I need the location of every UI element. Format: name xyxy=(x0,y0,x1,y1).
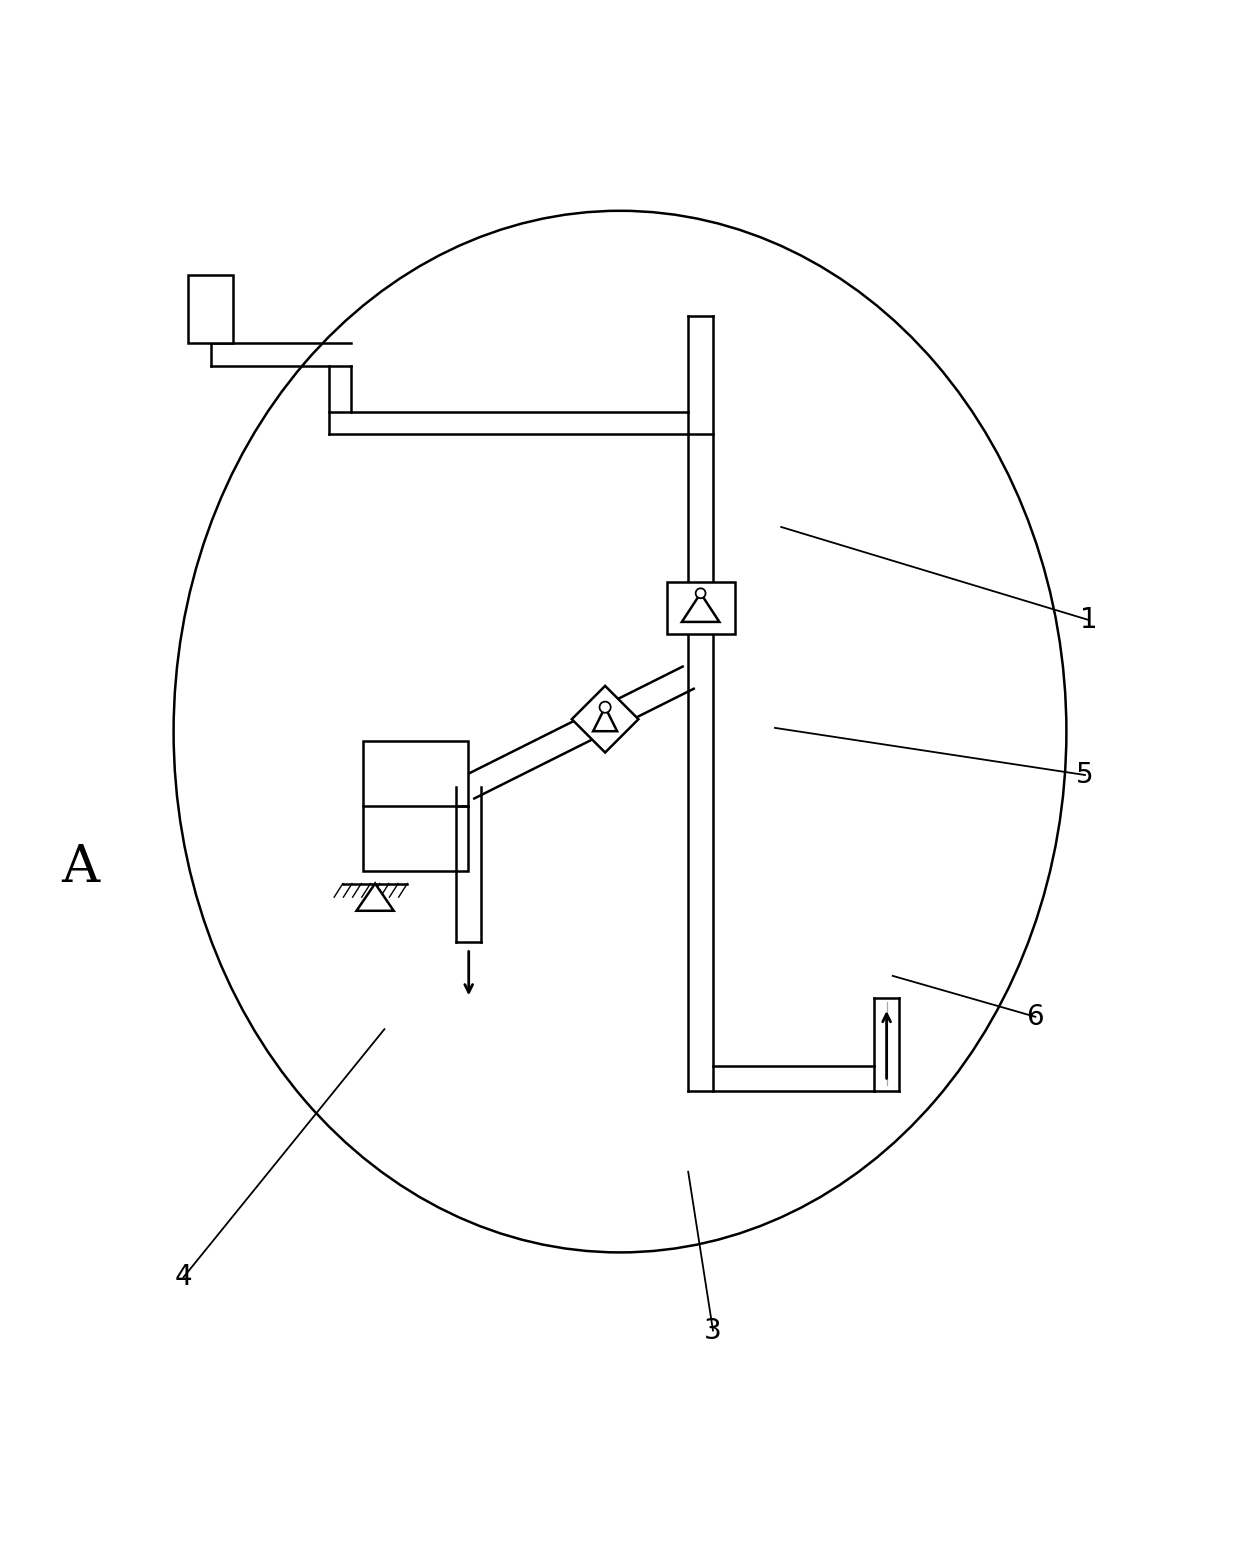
Polygon shape xyxy=(357,883,394,911)
Bar xyxy=(667,581,734,634)
Bar xyxy=(188,276,233,344)
Polygon shape xyxy=(572,687,639,752)
Text: 1: 1 xyxy=(1080,606,1097,634)
Circle shape xyxy=(600,702,611,713)
Text: 6: 6 xyxy=(1027,1003,1044,1031)
Text: 3: 3 xyxy=(704,1316,722,1344)
Bar xyxy=(363,741,469,871)
Text: A: A xyxy=(62,843,99,893)
Text: 4: 4 xyxy=(175,1263,192,1291)
Text: 5: 5 xyxy=(1076,761,1094,789)
Circle shape xyxy=(696,589,706,598)
